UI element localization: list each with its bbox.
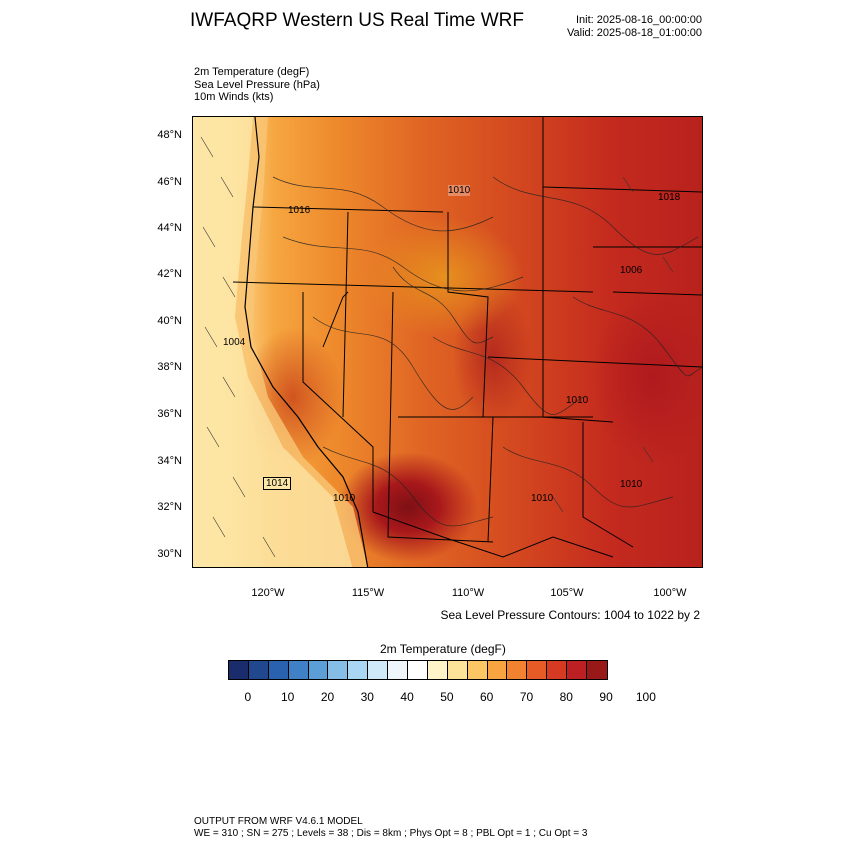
field-pressure: Sea Level Pressure (hPa)	[194, 78, 320, 91]
colorbar-swatch	[467, 661, 488, 679]
run-times: Init: 2025-08-16_00:00:00 Valid: 2025-08…	[567, 14, 702, 40]
colorbar-label: 100	[635, 690, 656, 704]
colorbar-swatch	[328, 661, 349, 679]
pressure-label: 1010	[448, 185, 471, 196]
lat-label: 44°N	[157, 222, 182, 234]
lat-label: 38°N	[157, 361, 182, 373]
init-time: Init: 2025-08-16_00:00:00	[576, 14, 702, 26]
colorbar-label: 90	[599, 690, 613, 704]
map-panel: 1010 1016 1018 1006 1004 1014 1010 1010 …	[192, 116, 703, 568]
lon-label: 110°W	[451, 587, 485, 599]
colorbar-swatch	[507, 661, 528, 679]
valid-time: Valid: 2025-08-18_01:00:00	[567, 27, 702, 39]
colorbar-label: 0	[244, 690, 252, 704]
colorbar-swatch	[229, 661, 249, 679]
colorbar-label: 10	[281, 690, 295, 704]
lon-label: 115°W	[351, 587, 385, 599]
map-overlay	[193, 117, 702, 567]
lat-label: 46°N	[157, 176, 182, 188]
pressure-label: 1010	[620, 479, 643, 490]
lat-label: 36°N	[157, 408, 182, 420]
colorbar-label: 30	[360, 690, 374, 704]
lon-label: 105°W	[550, 587, 584, 599]
colorbar-swatch	[368, 661, 389, 679]
model-footer: OUTPUT FROM WRF V4.6.1 MODEL WE = 310 ; …	[194, 816, 587, 840]
footer-line-model: OUTPUT FROM WRF V4.6.1 MODEL	[194, 816, 363, 827]
lon-label: 120°W	[251, 587, 285, 599]
coast-mild-region	[235, 117, 368, 567]
lat-label: 48°N	[157, 129, 182, 141]
colorbar-swatch	[527, 661, 548, 679]
lon-label: 100°W	[653, 587, 687, 599]
colorbar-label: 50	[440, 690, 454, 704]
colorbar-swatch	[447, 661, 468, 679]
colorbar-swatch	[487, 661, 508, 679]
ocean-cool-region	[193, 117, 353, 567]
colorbar-swatch	[248, 661, 269, 679]
field-list: 2m Temperature (degF) Sea Level Pressure…	[194, 66, 320, 104]
colorbar-swatch	[288, 661, 309, 679]
lat-label: 40°N	[157, 315, 182, 327]
pressure-label: 1016	[288, 205, 311, 216]
colorbar-swatch	[547, 661, 568, 679]
wind-barbs	[200, 136, 674, 558]
colorbar-swatch	[587, 661, 607, 679]
footer-line-config: WE = 310 ; SN = 275 ; Levels = 38 ; Dis …	[194, 828, 588, 839]
colorbar-title: 2m Temperature (degF)	[380, 642, 506, 656]
pressure-label: 1010	[333, 493, 356, 504]
colorbar-swatch	[268, 661, 289, 679]
lat-label: 34°N	[157, 455, 182, 467]
field-winds: 10m Winds (kts)	[194, 91, 274, 103]
contour-note: Sea Level Pressure Contours: 1004 to 102…	[440, 608, 701, 622]
lat-label: 30°N	[157, 548, 182, 560]
colorbar-label: 20	[320, 690, 335, 704]
pressure-label: 1004	[223, 337, 246, 348]
pressure-contours	[272, 176, 702, 527]
state-borders	[232, 117, 702, 558]
colorbar-label: 60	[480, 690, 494, 704]
pressure-label: 1006	[620, 265, 643, 276]
pressure-label: 1018	[658, 192, 681, 203]
map-title: IWFAQRP Western US Real Time WRF	[190, 10, 524, 31]
colorbar-swatch	[567, 661, 588, 679]
colorbar-swatch	[408, 661, 428, 679]
colorbar-label: 80	[559, 690, 573, 704]
colorbar-swatch	[388, 661, 409, 679]
pressure-label: 1010	[566, 395, 589, 406]
colorbar-label: 70	[519, 690, 534, 704]
colorbar-swatch	[427, 661, 448, 679]
colorbar-swatch	[308, 661, 329, 679]
field-temperature: 2m Temperature (degF)	[194, 66, 310, 78]
colorbar-swatch	[348, 661, 369, 679]
coastline	[244, 117, 369, 567]
lat-label: 32°N	[157, 501, 182, 513]
colorbar	[228, 660, 608, 680]
pressure-label: 1010	[531, 493, 554, 504]
lat-label: 42°N	[157, 268, 182, 280]
colorbar-label: 40	[400, 690, 414, 704]
pressure-label: 1014	[263, 477, 292, 490]
